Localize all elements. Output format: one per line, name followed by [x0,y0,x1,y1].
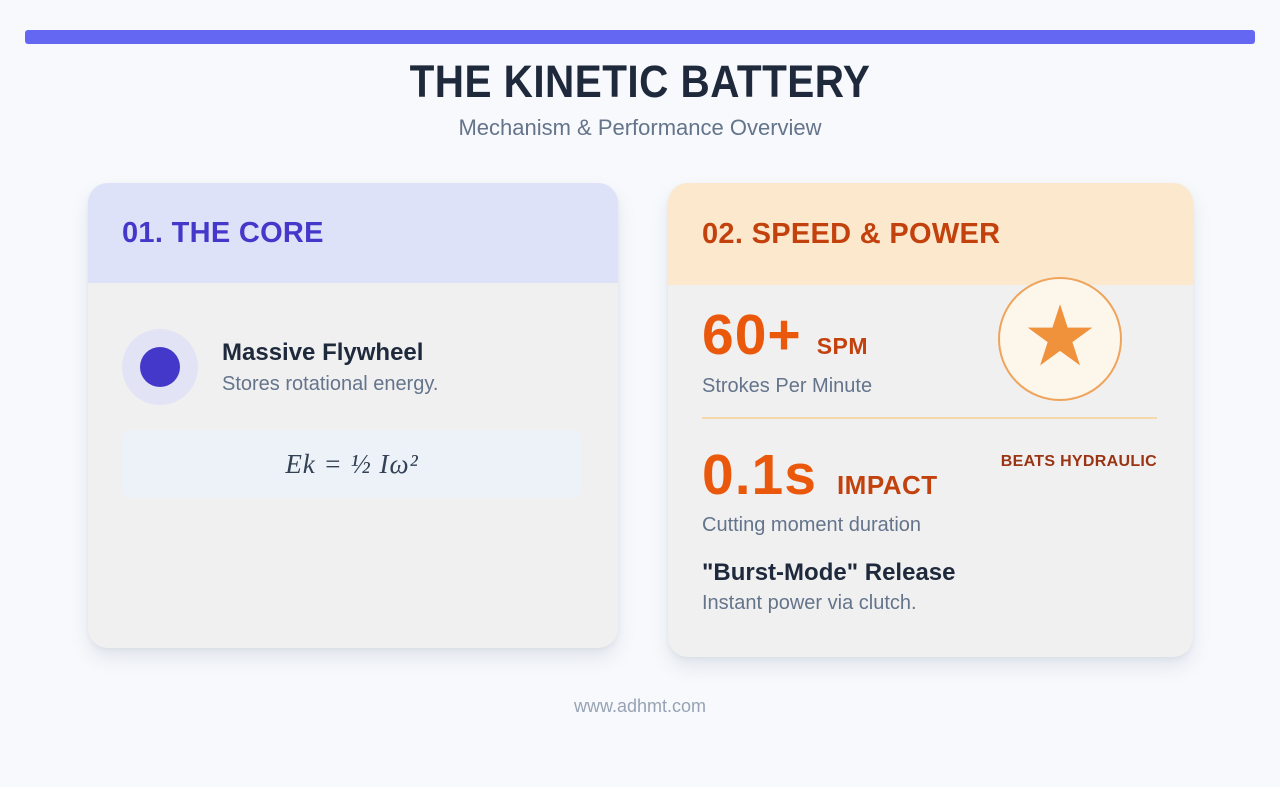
website-url: www.adhmt.com [573,696,707,716]
spm-label: Strokes Per Minute [702,374,873,397]
burst-mode-feature: "Burst-Mode" Release Instant power via c… [702,559,1157,615]
impact-value: 0.1s [702,442,817,507]
spm-stat: 60+ SPM Strokes Per Minute [702,303,1157,398]
impact-label: Cutting moment duration [702,514,922,537]
flywheel-title: Massive Flywheel [222,338,424,366]
page-subtitle: Mechanism & Performance Overview [458,115,822,140]
flywheel-hub [140,347,180,387]
speed-power-card: 02. SPEED & POWER ★ 60+ SPM Strokes Per … [668,183,1193,657]
star-badge: ★ [998,277,1122,401]
impact-stat-line: 0.1s IMPACT BEATS HYDRAULIC [702,443,1157,509]
core-card-body: Massive Flywheel Stores rotational energ… [88,329,618,498]
core-card-heading: 01. THE CORE [122,216,324,249]
flywheel-text: Massive Flywheel Stores rotational energ… [222,339,438,396]
beats-hydraulic-tag: BEATS HYDRAULIC [1000,453,1157,471]
flywheel-feature: Massive Flywheel Stores rotational energ… [122,329,582,405]
spm-value: 60+ [702,303,802,367]
speed-power-card-heading: 02. SPEED & POWER [702,217,1001,250]
page-title-text: THE KINETIC BATTERY [409,56,871,107]
impact-unit: IMPACT [836,469,938,500]
speed-power-card-body: 60+ SPM Strokes Per Minute 0.1s IMPACT B… [668,303,1193,615]
core-card: 01. THE CORE Massive Flywheel Stores rot… [88,183,618,648]
spm-stat-line: 60+ SPM [702,303,1157,369]
formula-text: Ek = ½ Iω² [285,448,419,479]
speed-power-card-header: 02. SPEED & POWER [668,183,1193,285]
burst-mode-title: "Burst-Mode" Release [702,559,956,587]
impact-stat: 0.1s IMPACT BEATS HYDRAULIC Cutting mome… [702,443,1157,538]
kinetic-energy-formula-box: Ek = ½ Iω² [122,430,582,498]
flywheel-icon [122,329,198,405]
star-icon: ★ [1022,289,1098,383]
flywheel-description: Stores rotational energy. [222,372,439,395]
stat-divider [702,416,1157,419]
accent-bar [25,30,1255,44]
spm-unit: SPM [816,333,869,359]
page-title: THE KINETIC BATTERY [0,56,1280,108]
burst-mode-description: Instant power via clutch. [702,592,917,615]
core-card-header: 01. THE CORE [88,183,618,283]
